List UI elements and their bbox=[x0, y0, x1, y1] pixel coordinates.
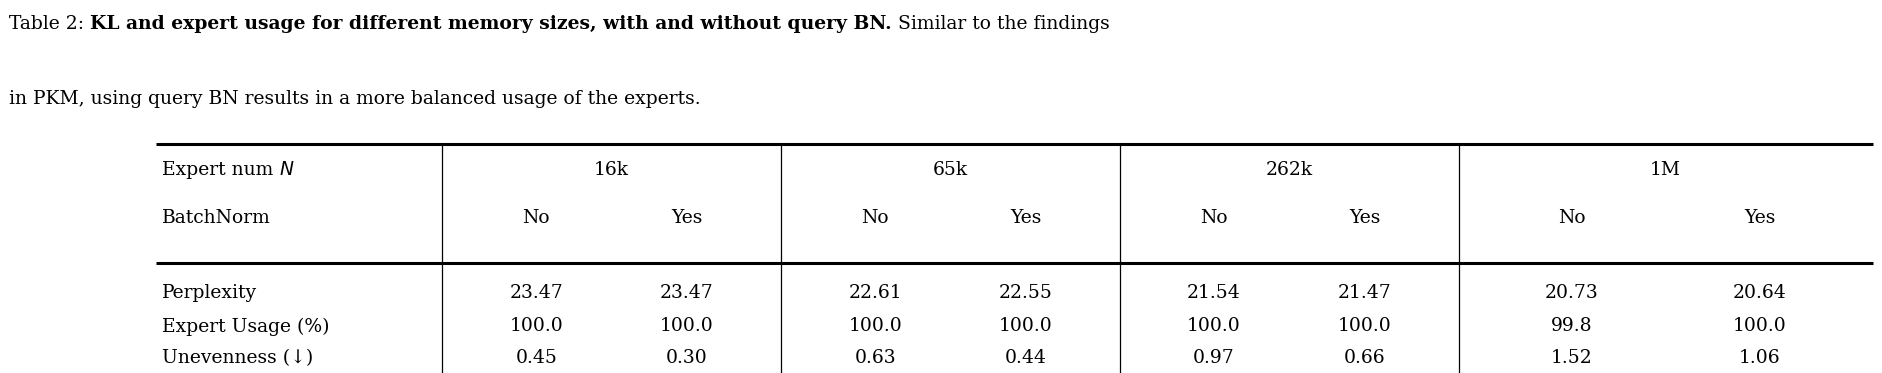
Text: Expert num: Expert num bbox=[162, 161, 279, 179]
Text: Expert Usage (%): Expert Usage (%) bbox=[162, 317, 329, 335]
Text: Yes: Yes bbox=[1349, 209, 1380, 227]
Text: 22.61: 22.61 bbox=[849, 284, 901, 302]
Text: 20.64: 20.64 bbox=[1733, 284, 1786, 302]
Text: 100.0: 100.0 bbox=[1338, 317, 1391, 335]
Text: No: No bbox=[862, 209, 888, 227]
Text: 21.47: 21.47 bbox=[1338, 284, 1391, 302]
Text: 100.0: 100.0 bbox=[999, 317, 1052, 335]
Text: $N$: $N$ bbox=[279, 161, 295, 179]
Text: 1.06: 1.06 bbox=[1739, 349, 1780, 367]
Text: 65k: 65k bbox=[933, 161, 967, 179]
Text: 1M: 1M bbox=[1651, 161, 1681, 179]
Text: 262k: 262k bbox=[1265, 161, 1314, 179]
Text: 0.66: 0.66 bbox=[1344, 349, 1385, 367]
Text: 1.52: 1.52 bbox=[1551, 349, 1592, 367]
Text: 23.47: 23.47 bbox=[510, 284, 563, 302]
Text: 16k: 16k bbox=[595, 161, 629, 179]
Text: 99.8: 99.8 bbox=[1551, 317, 1592, 335]
Text: 100.0: 100.0 bbox=[510, 317, 563, 335]
Text: Yes: Yes bbox=[1011, 209, 1041, 227]
Text: 22.55: 22.55 bbox=[999, 284, 1052, 302]
Text: in PKM, using query BN results in a more balanced usage of the experts.: in PKM, using query BN results in a more… bbox=[9, 90, 700, 107]
Text: Expert num: Expert num bbox=[162, 161, 279, 179]
Text: Table 2:: Table 2: bbox=[9, 15, 90, 33]
Text: 100.0: 100.0 bbox=[1733, 317, 1786, 335]
Text: 100.0: 100.0 bbox=[661, 317, 713, 335]
Text: 0.97: 0.97 bbox=[1193, 349, 1235, 367]
Text: 0.45: 0.45 bbox=[516, 349, 557, 367]
Text: Unevenness (↓): Unevenness (↓) bbox=[162, 349, 312, 367]
Text: Yes: Yes bbox=[1745, 209, 1775, 227]
Text: Perplexity: Perplexity bbox=[162, 284, 258, 302]
Text: 23.47: 23.47 bbox=[661, 284, 713, 302]
Text: 21.54: 21.54 bbox=[1188, 284, 1240, 302]
Text: 0.63: 0.63 bbox=[854, 349, 896, 367]
Text: 100.0: 100.0 bbox=[849, 317, 901, 335]
Text: Yes: Yes bbox=[672, 209, 702, 227]
Text: Similar to the findings: Similar to the findings bbox=[892, 15, 1110, 33]
Text: 0.44: 0.44 bbox=[1005, 349, 1046, 367]
Text: No: No bbox=[1201, 209, 1227, 227]
Text: BatchNorm: BatchNorm bbox=[162, 209, 271, 227]
Text: KL and expert usage for different memory sizes, with and without query BN.: KL and expert usage for different memory… bbox=[90, 15, 892, 33]
Text: No: No bbox=[1558, 209, 1585, 227]
Text: 100.0: 100.0 bbox=[1188, 317, 1240, 335]
Text: No: No bbox=[523, 209, 550, 227]
Text: 20.73: 20.73 bbox=[1545, 284, 1598, 302]
Text: 0.30: 0.30 bbox=[666, 349, 708, 367]
